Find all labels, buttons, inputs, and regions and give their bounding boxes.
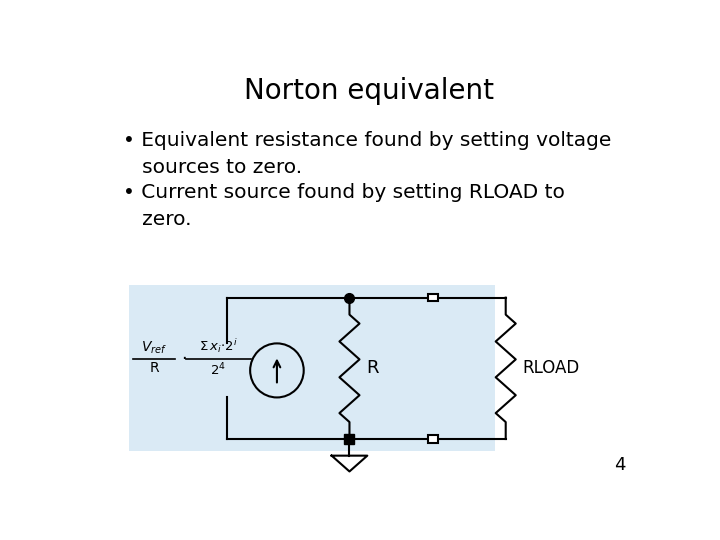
Text: sources to zero.: sources to zero. [124,158,302,177]
Text: R: R [149,361,159,375]
Text: Norton equivalent: Norton equivalent [244,77,494,105]
Text: 4: 4 [614,456,626,474]
Bar [428,435,438,443]
Text: • Equivalent resistance found by setting voltage: • Equivalent resistance found by setting… [124,131,612,150]
Text: ·: · [181,350,186,368]
Text: zero.: zero. [124,210,192,230]
Text: $\Sigma\, x_i{\cdot}2^i$: $\Sigma\, x_i{\cdot}2^i$ [199,336,238,355]
Text: RLOAD: RLOAD [523,359,580,377]
Text: • Current source found by setting RLOAD to: • Current source found by setting RLOAD … [124,183,565,202]
Bar [428,294,438,301]
Text: R: R [366,359,379,377]
Text: $V_{\mathit{ref}}$: $V_{\mathit{ref}}$ [141,340,167,356]
Bar [129,285,495,451]
Text: $2^4$: $2^4$ [210,361,226,378]
